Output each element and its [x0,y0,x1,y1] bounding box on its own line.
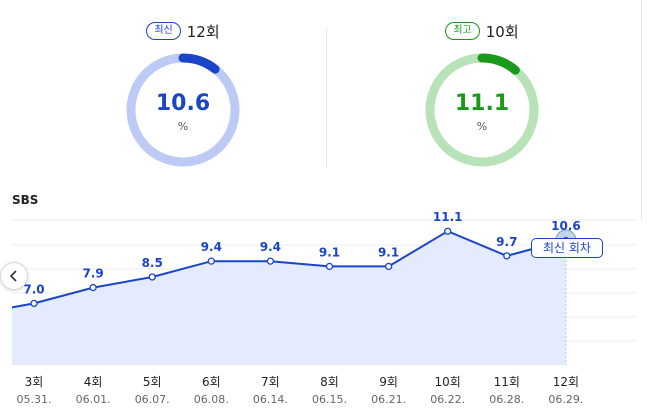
latest-gauge [126,53,240,167]
x-tick-episode: 3회 [25,375,44,389]
data-label: 9.4 [201,240,222,254]
highest-unit: % [476,120,488,133]
x-tick-date: 06.28. [489,393,524,406]
data-label: 9.1 [319,245,340,259]
x-tick-date: 06.07. [135,393,170,406]
data-label: 9.1 [378,245,399,259]
rating-trend-chart: 7.0 3회 05.31. 7.9 4회 06.01. 8.5 5회 06.07. 9.4 6회 06… [11,210,636,406]
data-label: 7.9 [82,267,103,281]
data-label: 8.5 [142,256,163,270]
station-label: SBS [12,193,39,207]
latest-value: 10.6 [155,91,211,116]
highest-value: 11.1 [454,91,510,116]
panel-edge [641,0,642,220]
highest-gauge [425,53,539,167]
highest-badge: 최고 [445,22,480,40]
prev-button[interactable] [0,262,28,290]
latest-header: 최신 12회 [103,20,263,42]
latest-episode: 12회 [186,22,220,41]
data-point [444,227,452,235]
x-tick-date: 06.21. [371,393,406,406]
highest-header: 최고 10회 [402,20,562,42]
data-label: 7.0 [23,282,44,296]
latest-unit: % [177,120,189,133]
data-point [30,299,38,308]
x-tick-episode: 11회 [494,375,520,389]
highest-rating-card: 최고 10회 11.1 % [402,16,562,176]
chevron-left-icon [9,270,17,282]
x-tick-date: 06.29. [548,393,583,406]
highest-episode: 10회 [485,22,519,41]
x-tick-date: 06.08. [194,393,229,406]
data-point [325,262,334,271]
x-tick-date: 06.15. [312,393,347,406]
data-point [266,257,275,265]
latest-rating-card: 최신 12회 10.6 % [103,16,263,176]
x-tick-episode: 7회 [261,375,280,389]
data-point [148,273,156,281]
x-tick-date: 06.22. [430,393,465,406]
x-tick-episode: 12회 [553,375,579,389]
data-point [207,257,215,265]
x-tick-date: 05.31. [17,393,52,406]
x-tick-episode: 4회 [84,375,103,389]
x-tick-date: 06.14. [253,393,288,406]
latest-episode-tooltip: 최신 회차 [531,238,603,258]
x-tick-date: 06.01. [76,393,111,406]
x-tick-episode: 10회 [435,375,461,389]
data-label: 11.1 [433,210,463,224]
data-point [384,262,393,271]
data-label: 9.4 [260,240,281,254]
x-tick-episode: 9회 [379,375,398,389]
highest-gauge-arc [477,53,520,75]
x-tick-episode: 5회 [143,375,162,389]
x-tick-episode: 6회 [202,375,221,389]
data-point [503,252,511,260]
data-point [89,283,97,292]
card-divider [326,28,327,168]
latest-badge: 최신 [146,22,181,40]
data-label: 10.6 [551,219,581,233]
latest-gauge-arc [178,53,220,74]
x-tick-episode: 8회 [320,375,339,389]
data-label: 9.7 [496,235,517,249]
series-area [12,231,566,365]
